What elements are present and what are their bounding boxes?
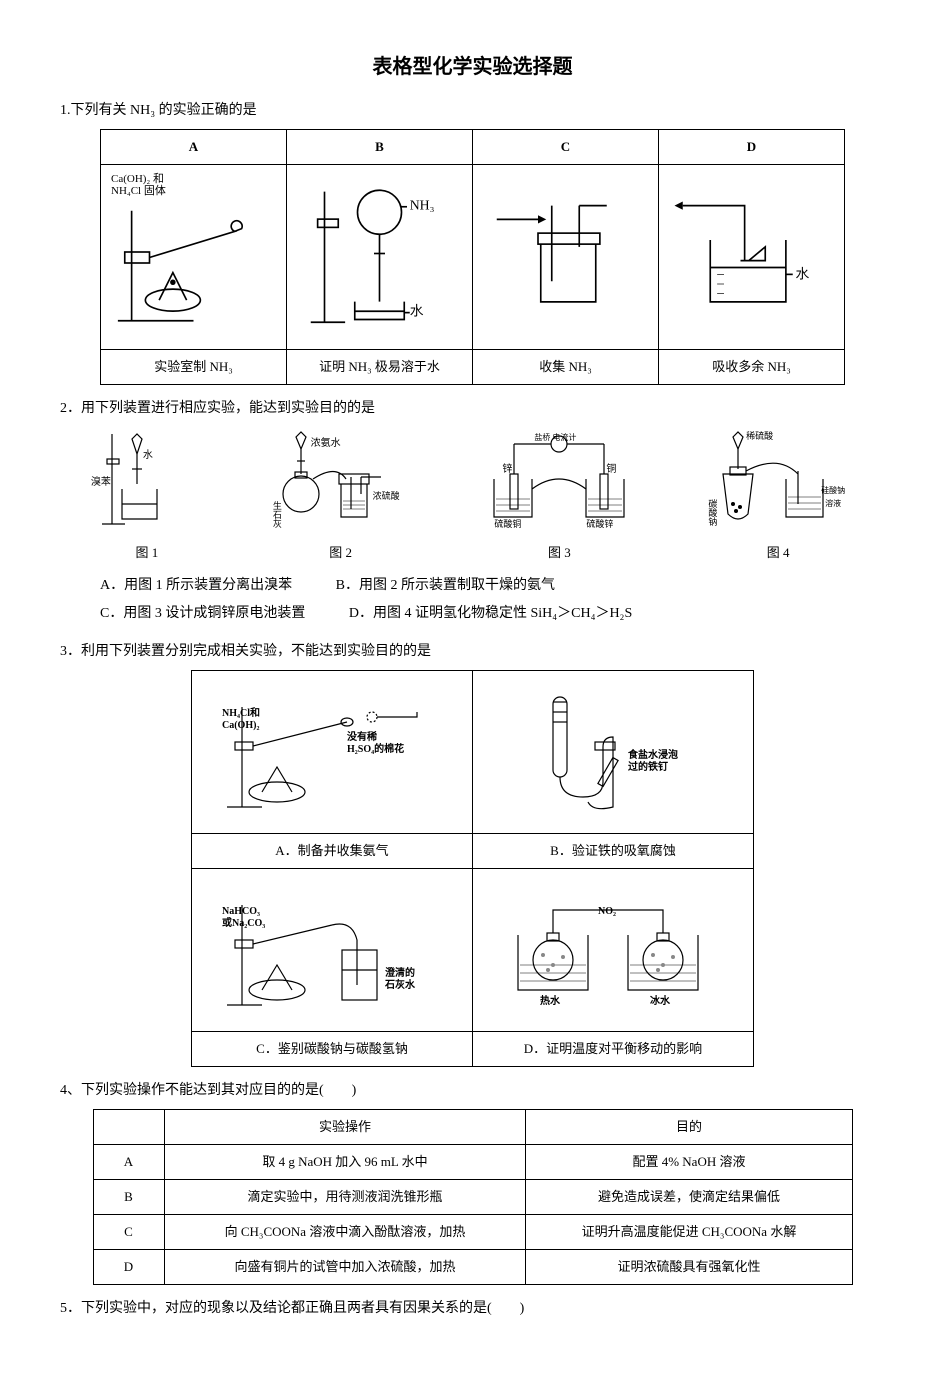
- q2-fig3: 锌 铜 硫酸铜 硫酸锌 盐桥 电流计 图 3: [484, 429, 634, 564]
- f4-na2co3-label: 碳酸钠: [704, 499, 719, 526]
- f3-zn-label: 锌: [502, 461, 512, 478]
- q3c-l2: 或Na₂CO₃: [222, 915, 265, 932]
- f3-cu-label: 铜: [606, 461, 616, 478]
- q4-stem: 4、下列实验操作不能达到其对应目的的是( ): [60, 1079, 885, 1103]
- apparatus-icon: [483, 185, 648, 323]
- q1-diagram-b: NH₃ 水: [287, 164, 473, 349]
- q2-fig4: 稀硫酸 碳酸钠 硅酸钠溶液 图 4: [708, 429, 848, 564]
- q2-fig2-label: 图 2: [271, 542, 411, 564]
- q4-table: 实验操作 目的 A 取 4 g NaOH 加入 96 mL 水中 配置 4% N…: [93, 1109, 853, 1285]
- apparatus-icon: [111, 197, 276, 335]
- q4-r1c1: 滴定实验中，用待测液润洗锥形瓶: [164, 1179, 526, 1214]
- table-row: C 向 CH₃COONa 溶液中滴入酚酞溶液，加热 证明升高温度能促进 CH₃C…: [93, 1214, 852, 1249]
- q3b-l2: 过的铁钉: [628, 759, 668, 776]
- q1-diagram-d: 水: [659, 164, 845, 349]
- q2-opt-d: D．用图 4 证明氢化物稳定性 SiH₄＞CH₄＞H₂S: [349, 600, 632, 628]
- question-1: 1.下列有关 NH₃ 的实验正确的是 A B C D Ca(OH)₂ 和 NH₄…: [60, 99, 885, 385]
- question-3: 3．利用下列装置分别完成相关实验，不能达到实验目的的是: [60, 640, 885, 1067]
- q4-r2c1: 向 CH₃COONa 溶液中滴入酚酞溶液，加热: [164, 1214, 526, 1249]
- table-row: D 向盛有铜片的试管中加入浓硫酸，加热 证明浓硫酸具有强氧化性: [93, 1249, 852, 1284]
- q4-r2c2: 证明升高温度能促进 CH₃COONa 水解: [526, 1214, 852, 1249]
- page-title: 表格型化学实验选择题: [60, 50, 885, 79]
- f2-ammonia-label: 浓氨水: [311, 435, 341, 452]
- q4-h1: 实验操作: [164, 1109, 526, 1144]
- q3-caption-d: D．证明温度对平衡移动的影响: [473, 1031, 754, 1066]
- q1a-label2: NH₄Cl 固体: [111, 185, 166, 197]
- q4-h0: [93, 1109, 164, 1144]
- f1-water-label: 水: [143, 447, 153, 464]
- apparatus-icon: 水: [669, 185, 834, 323]
- q2-stem: 2．用下列装置进行相应实验，能达到实验目的的是: [60, 397, 885, 421]
- q2-fig1-label: 图 1: [97, 542, 197, 564]
- q3-caption-c: C．鉴别碳酸钠与碳酸氢钠: [192, 1031, 473, 1066]
- q4-r3c0: D: [93, 1249, 164, 1284]
- f2-cao-label: 生石灰: [269, 501, 284, 528]
- q4-r1c0: B: [93, 1179, 164, 1214]
- q4-r2c0: C: [93, 1214, 164, 1249]
- q2-fig2: 浓氨水 生石灰 浓硫酸 图 2: [271, 429, 411, 564]
- f1-bromobenzene-label: 溴苯: [91, 474, 111, 491]
- q2-opt-b: B．用图 2 所示装置制取干燥的氨气: [336, 572, 555, 600]
- q3-diagram-b: 食盐水浸泡 过的铁钉: [473, 670, 754, 833]
- apparatus-icon: [97, 429, 197, 529]
- q1-caption-d: 吸收多余 NH₃: [659, 349, 845, 384]
- q1-stem: 1.下列有关 NH₃ 的实验正确的是: [60, 99, 885, 123]
- q3-caption-a: A．制备并收集氨气: [192, 833, 473, 868]
- q1-header-d: D: [659, 129, 845, 164]
- q3d-hot-label: 热水: [540, 993, 560, 1010]
- q1-diagram-a: Ca(OH)₂ 和 NH₄Cl 固体: [101, 164, 287, 349]
- q3a-l4: H₂SO₄的棉花: [347, 741, 404, 758]
- question-2: 2．用下列装置进行相应实验，能达到实验目的的是 水 溴苯 图 1: [60, 397, 885, 628]
- f3-bridge-label: 盐桥 电流计: [534, 431, 576, 445]
- q4-r0c1: 取 4 g NaOH 加入 96 mL 水中: [164, 1144, 526, 1179]
- q4-r0c2: 配置 4% NaOH 溶液: [526, 1144, 852, 1179]
- q3a-l2: Ca(OH)₂: [222, 717, 259, 734]
- f2-h2so4-label: 浓硫酸: [373, 489, 400, 504]
- q4-r0c0: A: [93, 1144, 164, 1179]
- q3-diagram-d: NO₂ 热水 冰水: [473, 868, 754, 1031]
- q3-caption-b: B．验证铁的吸氧腐蚀: [473, 833, 754, 868]
- q1-caption-c: 收集 NH₃: [473, 349, 659, 384]
- q4-r3c1: 向盛有铜片的试管中加入浓硫酸，加热: [164, 1249, 526, 1284]
- q2-fig3-label: 图 3: [484, 542, 634, 564]
- nh3-label: NH₃: [410, 197, 435, 212]
- apparatus-icon: [513, 687, 713, 817]
- water-label: 水: [410, 303, 424, 318]
- f4-na2sio3-label: 硅酸钠溶液: [818, 484, 848, 511]
- q1-table: A B C D Ca(OH)₂ 和 NH₄Cl 固体: [100, 129, 845, 385]
- f3-cuso4-label: 硫酸铜: [494, 517, 521, 532]
- table-row: B 滴定实验中，用待测液润洗锥形瓶 避免造成误差，使滴定结果偏低: [93, 1179, 852, 1214]
- water-label: 水: [796, 266, 810, 281]
- q3-diagram-a: NH₄Cl和 Ca(OH)₂ 没有稀 H₂SO₄的棉花: [192, 670, 473, 833]
- q5-stem: 5．下列实验中，对应的现象以及结论都正确且两者具有因果关系的是( ): [60, 1297, 885, 1321]
- q4-r3c2: 证明浓硫酸具有强氧化性: [526, 1249, 852, 1284]
- question-4: 4、下列实验操作不能达到其对应目的的是( ) 实验操作 目的 A 取 4 g N…: [60, 1079, 885, 1285]
- f4-h2so4-label: 稀硫酸: [746, 429, 773, 444]
- q1-header-a: A: [101, 129, 287, 164]
- apparatus-icon: NH₃ 水: [297, 171, 462, 336]
- f3-znso4-label: 硫酸锌: [586, 517, 613, 532]
- q1-diagram-c: [473, 164, 659, 349]
- table-row: A 取 4 g NaOH 加入 96 mL 水中 配置 4% NaOH 溶液: [93, 1144, 852, 1179]
- q1-header-b: B: [287, 129, 473, 164]
- q3-diagram-c: NaHCO₃ 或Na₂CO₃ 澄清的 石灰水: [192, 868, 473, 1031]
- q2-fig4-label: 图 4: [708, 542, 848, 564]
- q3-stem: 3．利用下列装置分别完成相关实验，不能达到实验目的的是: [60, 640, 885, 664]
- apparatus-icon: [271, 429, 411, 529]
- apparatus-icon: [708, 429, 848, 529]
- q3d-cold-label: 冰水: [650, 993, 670, 1010]
- q4-h2: 目的: [526, 1109, 852, 1144]
- q3c-l4: 石灰水: [385, 977, 415, 994]
- q2-opt-a: A．用图 1 所示装置分离出溴苯: [100, 572, 292, 600]
- q2-opt-c: C．用图 3 设计成铜锌原电池装置: [100, 600, 305, 628]
- q4-r1c2: 避免造成误差，使滴定结果偏低: [526, 1179, 852, 1214]
- q3d-no2-label: NO₂: [598, 903, 616, 920]
- q1-header-c: C: [473, 129, 659, 164]
- question-5: 5．下列实验中，对应的现象以及结论都正确且两者具有因果关系的是( ): [60, 1297, 885, 1321]
- q1-caption-a: 实验室制 NH₃: [101, 349, 287, 384]
- q3-table: NH₄Cl和 Ca(OH)₂ 没有稀 H₂SO₄的棉花: [191, 670, 754, 1067]
- q2-fig1: 水 溴苯 图 1: [97, 429, 197, 564]
- q1-caption-b: 证明 NH₃ 极易溶于水: [287, 349, 473, 384]
- q1a-label1: Ca(OH)₂ 和: [111, 173, 164, 185]
